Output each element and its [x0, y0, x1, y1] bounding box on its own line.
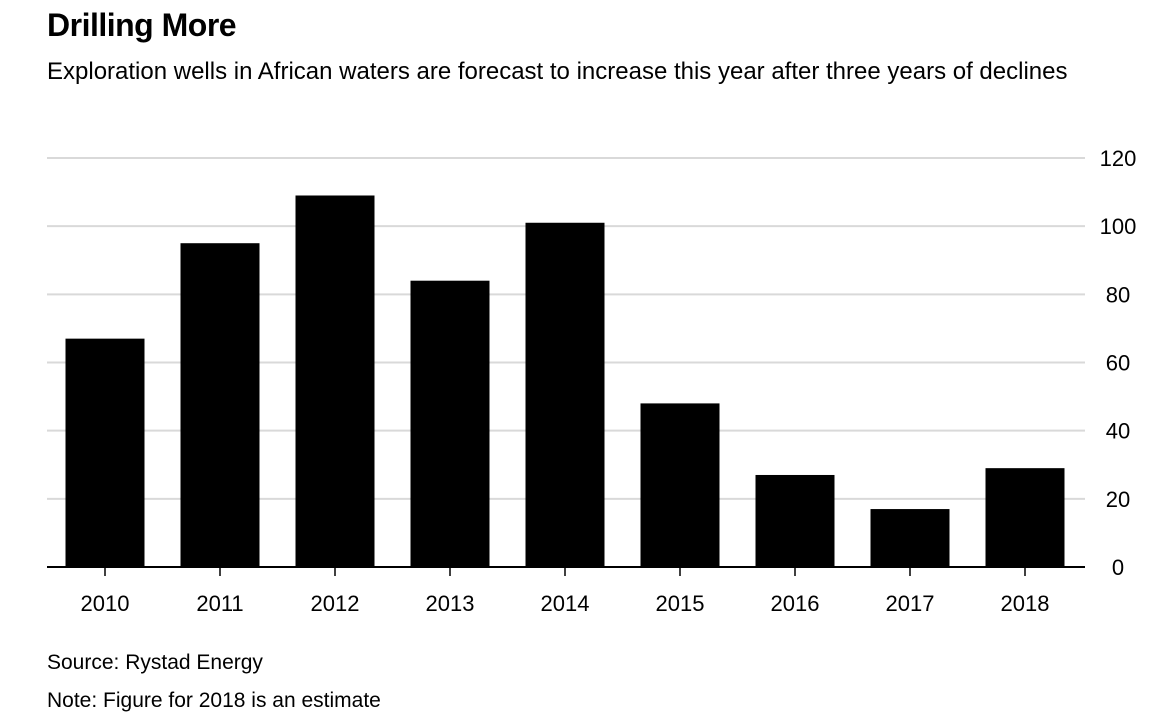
y-tick-labels: 0 20 40 60 80 100 120: [1100, 146, 1137, 580]
x-tick-label-2017: 2017: [886, 591, 935, 616]
bar-2011: [180, 243, 260, 568]
estimate-note: Note: Figure for 2018 is an estimate: [47, 689, 381, 712]
x-tick-label-2014: 2014: [541, 591, 590, 616]
bar-2017: [870, 509, 950, 567]
chart-subtitle: Exploration wells in African waters are …: [47, 58, 1068, 85]
y-tick-label-40: 40: [1106, 419, 1130, 444]
chart-title: Drilling More: [47, 7, 237, 43]
y-tick-label-120: 120: [1100, 146, 1137, 171]
y-tick-label-20: 20: [1106, 487, 1130, 512]
x-tick-label-2012: 2012: [311, 591, 360, 616]
bars: [65, 195, 1065, 568]
x-tick-labels: 2010 2011 2012 2013 2014 2015 2016 2017 2018: [81, 567, 1050, 616]
x-tick-label-2011: 2011: [196, 591, 243, 616]
x-tick-label-2016: 2016: [771, 591, 820, 616]
y-tick-label-60: 60: [1106, 351, 1130, 376]
x-tick-label-2015: 2015: [656, 591, 705, 616]
y-tick-label-100: 100: [1100, 214, 1137, 239]
x-tick-label-2013: 2013: [426, 591, 475, 616]
bar-2010: [65, 338, 145, 567]
bar-2013: [410, 280, 490, 567]
x-tick-label-2018: 2018: [1001, 591, 1050, 616]
x-tick-label-2010: 2010: [81, 591, 130, 616]
bar-2018: [985, 468, 1065, 567]
source-note: Source: Rystad Energy: [47, 651, 263, 674]
bar-2016: [755, 474, 835, 567]
bar-2015: [640, 403, 720, 567]
y-tick-label-0: 0: [1112, 555, 1124, 580]
y-tick-label-80: 80: [1106, 282, 1130, 307]
bar-2012: [295, 195, 375, 567]
bar-2014: [525, 222, 605, 567]
